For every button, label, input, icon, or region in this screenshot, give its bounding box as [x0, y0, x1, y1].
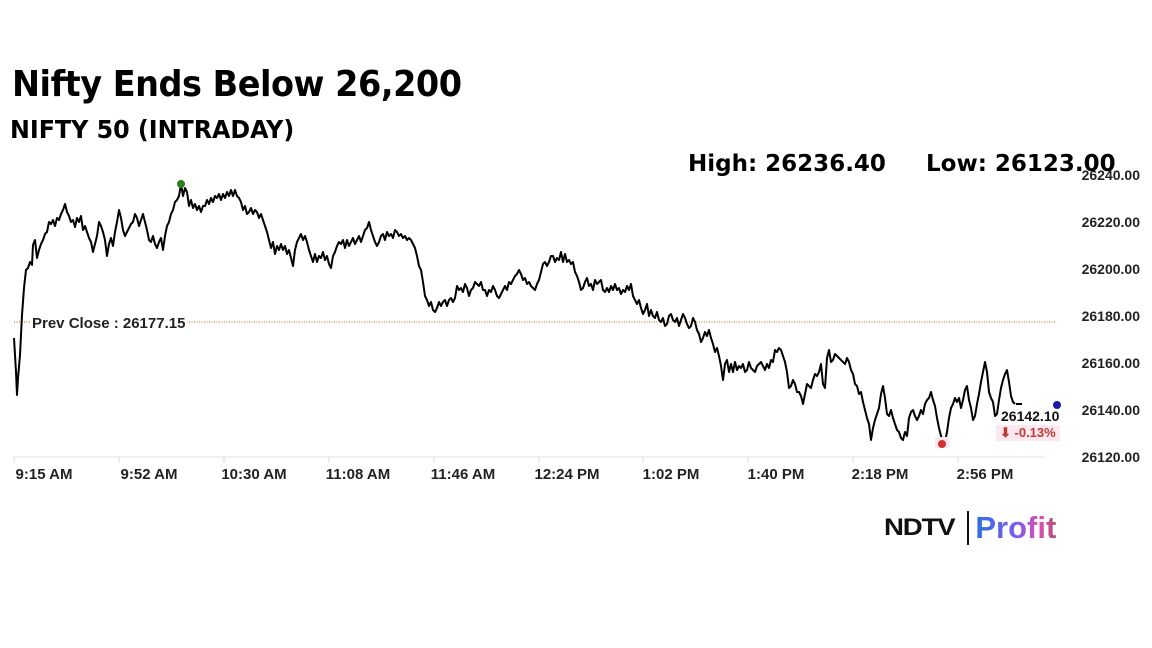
- x-tick-label: 1:40 PM: [747, 466, 805, 483]
- y-tick-label: 26120.00: [1081, 449, 1140, 465]
- price-line: [13, 183, 1016, 443]
- x-tick-label: 10:30 AM: [221, 466, 287, 483]
- y-tick-label: 26140.00: [1081, 402, 1140, 418]
- x-tick-label: 12:24 PM: [534, 466, 600, 483]
- logo-divider: [967, 511, 970, 545]
- y-tick-label: 26160.00: [1081, 355, 1140, 371]
- x-tick-label: 1:02 PM: [642, 466, 700, 483]
- prev-close-label: Prev Close : 26177.15: [30, 315, 188, 332]
- high-value: High: 26236.40: [688, 151, 886, 177]
- x-tick-label: 2:18 PM: [851, 466, 909, 483]
- y-tick-label: 26240.00: [1081, 167, 1140, 183]
- high-marker-icon: [177, 180, 185, 188]
- ndtv-wordmark: NDTV: [884, 514, 956, 541]
- chart-subtitle: NIFTY 50 (INTRADAY): [10, 115, 295, 144]
- profit-wordmark: Profit: [975, 510, 1057, 545]
- ndtv-profit-logo: NDTV Profit: [884, 510, 1056, 546]
- y-tick-label: 26180.00: [1081, 308, 1140, 324]
- change-percent-badge: ⬇ -0.13%: [996, 425, 1060, 441]
- low-marker-icon: [938, 440, 946, 448]
- x-tick-label: 9:52 AM: [120, 466, 178, 483]
- y-tick-label: 26220.00: [1081, 214, 1140, 230]
- low-value: Low: 26123.00: [926, 151, 1116, 177]
- x-tick-label: 2:56 PM: [956, 466, 1014, 483]
- last-price-label: 26142.10: [1001, 408, 1060, 424]
- y-tick-label: 26200.00: [1081, 261, 1140, 277]
- chart-title: Nifty Ends Below 26,200: [12, 64, 462, 105]
- last-price-marker-icon: [1053, 401, 1061, 409]
- x-axis-ticks: [13, 457, 959, 463]
- x-tick-label: 11:46 AM: [430, 466, 496, 483]
- x-tick-label: 9:15 AM: [15, 466, 73, 483]
- x-tick-label: 11:08 AM: [325, 466, 391, 483]
